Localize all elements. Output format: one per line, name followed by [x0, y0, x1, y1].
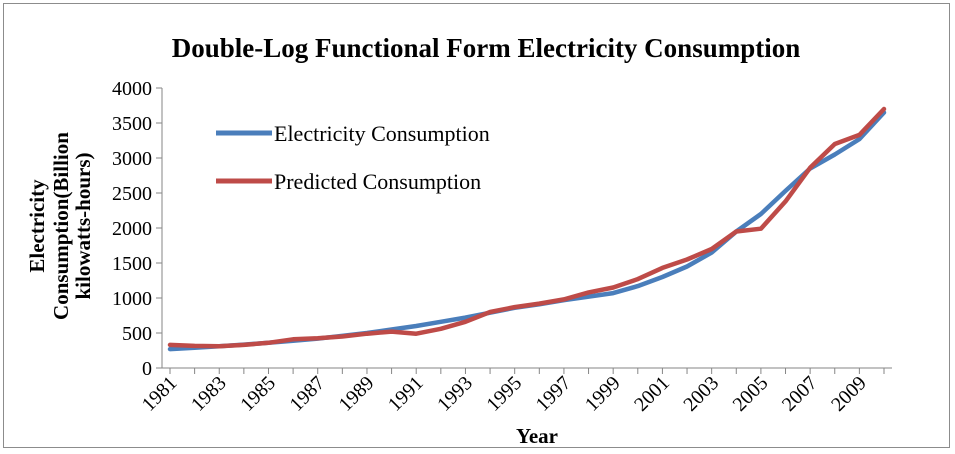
legend-label: Electricity Consumption — [274, 121, 490, 146]
y-tick-label: 1500 — [112, 253, 152, 275]
line-chart: Double-Log Functional Form Electricity C… — [25, 33, 892, 448]
x-tick-label: 2005 — [729, 372, 773, 416]
y-tick-label: 500 — [122, 323, 152, 345]
y-tick-label: 2500 — [112, 183, 152, 205]
x-tick-label: 2007 — [778, 372, 822, 416]
y-tick-label: 0 — [142, 358, 152, 380]
x-tick-label: 1987 — [285, 372, 329, 416]
x-tick-label: 1993 — [433, 372, 477, 416]
y-axis-title: Electricity Consumption(Billion kilowatt… — [25, 132, 95, 320]
axes — [161, 88, 892, 369]
y-axis-title-line-3: kilowatts-hours) — [71, 152, 95, 299]
x-tick-label: 1991 — [384, 372, 428, 416]
y-tick-label: 3500 — [112, 113, 152, 135]
x-tick-label: 1983 — [187, 372, 231, 416]
x-axis-title: Year — [516, 424, 558, 448]
x-tick-label: 1985 — [236, 372, 280, 416]
x-tick-label: 1995 — [482, 372, 526, 416]
chart-frame: Double-Log Functional Form Electricity C… — [3, 3, 950, 448]
x-tick-label: 1997 — [532, 372, 576, 416]
y-tick-label: 1000 — [112, 288, 152, 310]
series-line-predicted-consumption — [167, 106, 887, 349]
series-line-electricity-consumption — [167, 110, 887, 352]
y-tick-label: 2000 — [112, 218, 152, 240]
chart-title: Double-Log Functional Form Electricity C… — [172, 33, 801, 63]
y-tick-label: 3000 — [112, 148, 152, 170]
y-axis-title-line-2: Consumption(Billion — [49, 132, 73, 320]
x-tick-label: 1989 — [335, 372, 379, 416]
x-tick-label: 2001 — [630, 372, 674, 416]
series-lines — [167, 106, 887, 352]
y-axis-ticks: 0 500 1000 1500 2000 2500 3000 3500 4000 — [112, 78, 162, 380]
x-tick-label: 2003 — [679, 372, 723, 416]
y-axis-title-line-1: Electricity — [25, 179, 49, 273]
legend: Electricity Consumption Predicted Consump… — [216, 121, 490, 194]
x-axis-ticks: 1981 1983 1985 1987 1989 1991 1993 1995 1997 1999… — [138, 368, 885, 416]
x-tick-label: 2009 — [827, 372, 871, 416]
legend-label: Predicted Consumption — [274, 169, 481, 194]
y-tick-label: 4000 — [112, 78, 152, 100]
x-tick-label: 1999 — [581, 372, 625, 416]
